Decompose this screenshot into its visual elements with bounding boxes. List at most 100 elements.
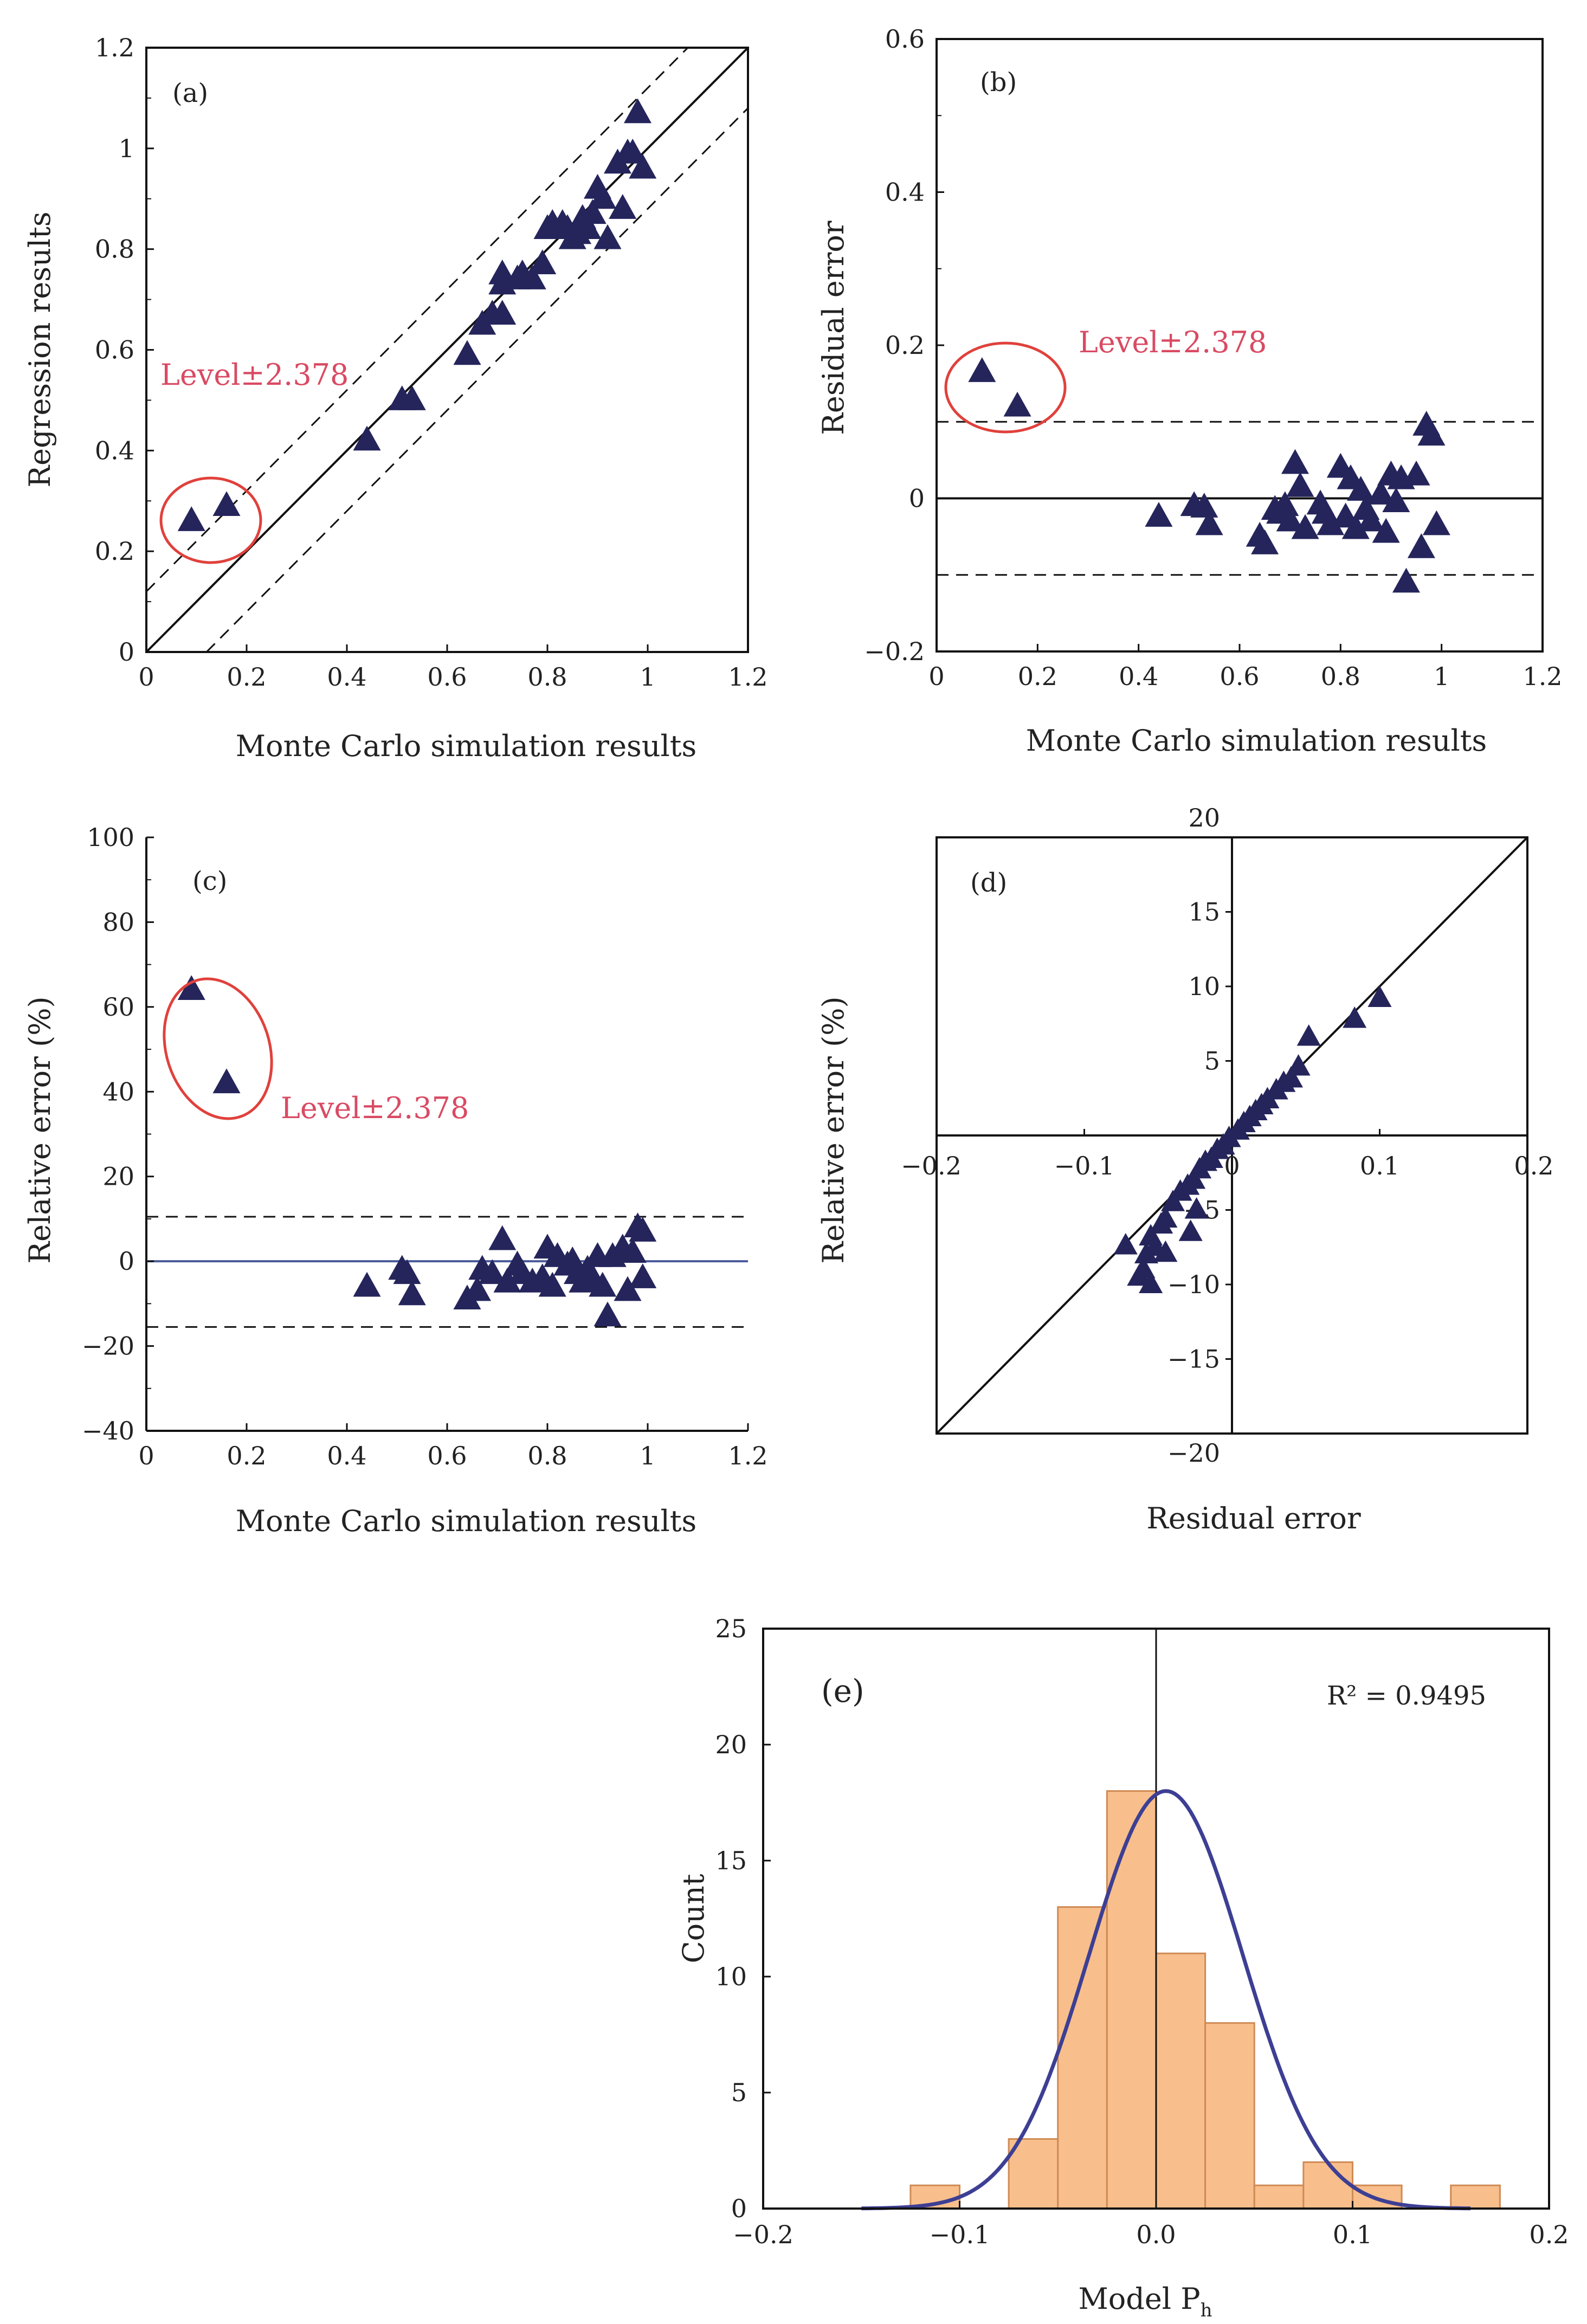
- y-tick-label: 10: [715, 1962, 747, 1991]
- x-tick-label: 0.2: [1529, 2220, 1569, 2249]
- level-annotation: Level±2.378: [1079, 325, 1267, 359]
- data-point: [618, 138, 647, 164]
- y-tick-label: 25: [715, 1614, 747, 1643]
- data-point: [1113, 1232, 1138, 1255]
- panel-b: 0 0.2 0.4 0.6 0.8 1 1.2 −0.200.20.40.6 (b) Lev…: [816, 24, 1563, 758]
- y-tick-label: 0.4: [885, 178, 925, 207]
- data-point: [398, 385, 426, 410]
- data-point: [1276, 506, 1304, 532]
- data-point: [1149, 1212, 1173, 1234]
- x-tick-label: 0.2: [227, 662, 266, 692]
- histogram-bar: [1253, 2184, 1305, 2210]
- data-point: [478, 1259, 506, 1284]
- data-point: [589, 184, 617, 209]
- x-tick-label: −0.1: [1054, 1151, 1115, 1180]
- y-tick-label: −15: [1167, 1345, 1220, 1374]
- data-point: [629, 153, 657, 179]
- level-annotation: Level±2.378: [160, 358, 349, 392]
- y-axis-title: Residual error: [816, 221, 850, 435]
- data-point: [1291, 514, 1319, 539]
- data-point: [1347, 476, 1375, 501]
- data-point: [528, 249, 557, 275]
- y-tick-label: 20: [715, 1730, 747, 1759]
- x-tick-label: 0: [138, 1441, 154, 1470]
- r-squared-annotation: R² = 0.9495: [1327, 1681, 1486, 1711]
- y-tick-label: 0: [909, 484, 925, 513]
- data-point: [1317, 510, 1345, 535]
- data-point: [1367, 480, 1395, 505]
- data-point: [623, 98, 652, 124]
- x-tick-label: 0: [928, 662, 944, 691]
- data-point: [1422, 510, 1450, 535]
- x-tick-label: 0.4: [1119, 662, 1158, 691]
- data-point: [493, 1267, 521, 1293]
- data-point: [629, 1217, 657, 1242]
- data-point: [1402, 460, 1430, 486]
- dashed-reference-line: [205, 107, 749, 653]
- y-tick-label: 0.2: [95, 537, 134, 566]
- data-point: [629, 1263, 657, 1288]
- data-point: [1281, 449, 1309, 474]
- y-tick-label: 0: [119, 1247, 134, 1276]
- panel-label: (c): [192, 866, 227, 896]
- data-point: [1343, 1006, 1367, 1028]
- data-point: [968, 357, 996, 382]
- histogram-bar: [1057, 1906, 1108, 2210]
- data-point: [212, 1068, 241, 1094]
- y-tick-label: 80: [102, 907, 134, 937]
- data-point: [1271, 491, 1299, 517]
- x-tick-label: 0.8: [527, 1441, 567, 1470]
- data-point: [1003, 391, 1031, 417]
- x-axis-title: Monte Carlo simulation results: [236, 729, 696, 763]
- data-point: [393, 1259, 421, 1284]
- x-tick-label: 1.2: [1523, 662, 1562, 691]
- x-axis-title: Residual error: [1146, 1501, 1361, 1535]
- data-point: [1190, 493, 1218, 518]
- data-point: [1184, 1197, 1209, 1219]
- data-point: [589, 1271, 617, 1297]
- y-tick-label: 20: [102, 1162, 134, 1191]
- panel-e: −0.2 −0.1 0.0 0.1 0.2 0 5 10 15 20 25 (e) R² = 0.…: [676, 1614, 1569, 2321]
- data-point: [1407, 533, 1435, 558]
- y-tick-label: 0.4: [95, 436, 134, 465]
- data-point: [463, 1276, 492, 1301]
- y-tick-label: −10: [1167, 1270, 1220, 1299]
- x-tick-label: 0.4: [327, 662, 366, 692]
- data-point: [593, 1301, 622, 1327]
- data-point: [488, 300, 517, 325]
- data-point: [593, 224, 622, 249]
- data-point: [1127, 1264, 1151, 1286]
- data-point: [453, 340, 481, 365]
- y-axis-title: Regression results: [23, 211, 57, 487]
- data-point: [1367, 985, 1392, 1007]
- data-point: [1145, 502, 1173, 527]
- x-tick-label: −0.1: [930, 2220, 990, 2249]
- x-tick-label: 0.6: [1220, 662, 1259, 691]
- data-point: [1392, 567, 1420, 593]
- x-tick-label: 1.2: [728, 662, 767, 692]
- y-tick-label: 0.8: [95, 235, 134, 264]
- histogram-bar: [1450, 2184, 1501, 2210]
- x-tick-label: 1: [1434, 662, 1449, 691]
- x-tick-label: 1: [640, 1441, 655, 1470]
- data-point: [1134, 1242, 1158, 1263]
- x-tick-label: 0.6: [427, 662, 467, 692]
- data-point: [1178, 1219, 1203, 1241]
- data-point: [1153, 1240, 1178, 1262]
- histogram-bar: [1204, 2022, 1255, 2210]
- data-point: [578, 199, 607, 224]
- y-tick-label: −20: [1167, 1438, 1220, 1468]
- y-tick-label: 40: [102, 1077, 134, 1106]
- data-point: [1139, 1224, 1163, 1245]
- panel-label: (e): [821, 1673, 865, 1709]
- y-tick-label: 5: [731, 2078, 747, 2107]
- data-point: [1195, 510, 1223, 535]
- y-axis-title: Relative error (%): [23, 996, 57, 1263]
- x-tick-label: 0.4: [327, 1441, 366, 1470]
- histogram-bar: [1155, 1952, 1207, 2210]
- data-point: [488, 1225, 517, 1250]
- x-axis-title: Monte Carlo simulation results: [1026, 724, 1487, 758]
- x-tick-label: 1: [640, 662, 655, 692]
- normal-fit-curve: [861, 1789, 1471, 2211]
- data-point: [1357, 506, 1385, 532]
